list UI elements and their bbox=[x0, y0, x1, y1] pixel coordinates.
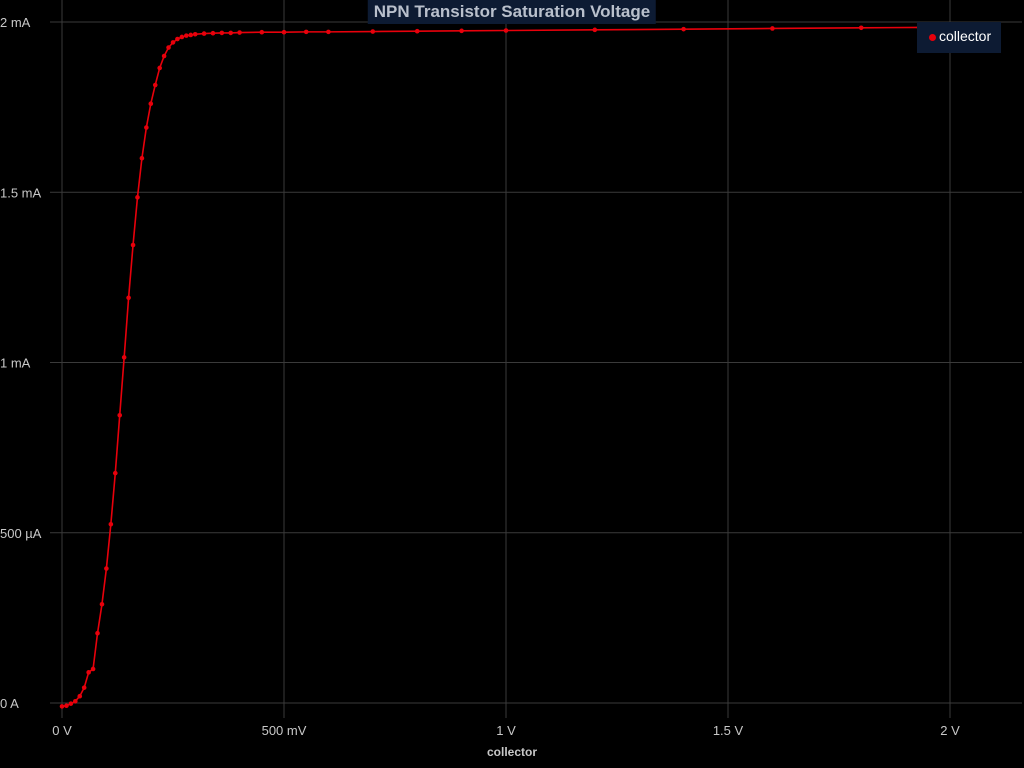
y-tick-label: 0 A bbox=[0, 696, 19, 711]
data-point bbox=[130, 242, 136, 248]
data-point bbox=[148, 101, 154, 107]
data-point bbox=[414, 28, 420, 34]
data-point bbox=[157, 65, 162, 71]
data-point bbox=[104, 566, 109, 571]
y-tick-label: 500 µA bbox=[0, 526, 42, 541]
x-tick-label: 1 V bbox=[496, 723, 516, 738]
data-point bbox=[121, 355, 127, 360]
data-point bbox=[64, 703, 69, 709]
data-point bbox=[81, 685, 87, 690]
data-point bbox=[326, 29, 331, 35]
data-point bbox=[175, 36, 180, 42]
data-point bbox=[592, 27, 598, 33]
data-point bbox=[459, 28, 464, 34]
data-point bbox=[184, 33, 189, 38]
data-point bbox=[281, 29, 287, 35]
chart-grid bbox=[50, 0, 1022, 718]
data-point bbox=[259, 29, 265, 35]
data-point bbox=[503, 28, 509, 33]
data-point bbox=[237, 30, 242, 35]
x-tick-label: 500 mV bbox=[262, 723, 307, 738]
data-point bbox=[228, 30, 234, 36]
data-point bbox=[858, 25, 864, 31]
data-point bbox=[99, 601, 105, 607]
x-tick-label: 1.5 V bbox=[713, 723, 744, 738]
data-point bbox=[68, 701, 74, 706]
data-point bbox=[86, 670, 91, 675]
data-point bbox=[126, 295, 131, 301]
data-point bbox=[201, 31, 207, 36]
chart-title: NPN Transistor Saturation Voltage bbox=[367, 0, 657, 24]
data-point bbox=[95, 630, 100, 636]
data-point bbox=[166, 45, 171, 50]
x-tick-label: 0 V bbox=[52, 723, 72, 738]
series-line-collector bbox=[61, 26, 919, 708]
data-point bbox=[192, 31, 198, 37]
y-tick-label: 1 mA bbox=[0, 356, 31, 371]
data-point bbox=[161, 53, 167, 59]
y-tick-label: 2 mA bbox=[0, 15, 31, 30]
data-point bbox=[219, 30, 225, 36]
chart-tick-labels: 0 A 500 µA 1 mA 1.5 mA 2 mA 0 V 500 mV 1 V 1.5 V… bbox=[0, 15, 960, 738]
legend-swatch-collector bbox=[929, 34, 936, 41]
data-point bbox=[135, 195, 140, 200]
data-point bbox=[303, 29, 309, 35]
data-point bbox=[770, 26, 775, 31]
data-point bbox=[77, 693, 83, 699]
data-point bbox=[188, 32, 194, 38]
data-point bbox=[59, 704, 65, 709]
data-point bbox=[681, 26, 686, 32]
data-point bbox=[112, 470, 118, 476]
data-point bbox=[210, 30, 216, 36]
data-point bbox=[73, 698, 78, 704]
chart-series bbox=[59, 25, 922, 709]
data-point bbox=[370, 29, 376, 34]
data-point bbox=[179, 34, 185, 40]
chart-legend[interactable]: collector bbox=[917, 22, 1001, 53]
data-point bbox=[152, 82, 158, 88]
data-point bbox=[108, 521, 114, 527]
y-tick-label: 1.5 mA bbox=[0, 185, 42, 200]
x-axis-title: collector bbox=[486, 745, 538, 759]
data-point bbox=[139, 155, 145, 161]
x-tick-label: 2 V bbox=[940, 723, 960, 738]
legend-label-collector: collector bbox=[939, 28, 992, 44]
data-point bbox=[90, 666, 96, 672]
data-point bbox=[170, 40, 176, 45]
data-point bbox=[144, 125, 149, 130]
data-point bbox=[117, 412, 123, 418]
